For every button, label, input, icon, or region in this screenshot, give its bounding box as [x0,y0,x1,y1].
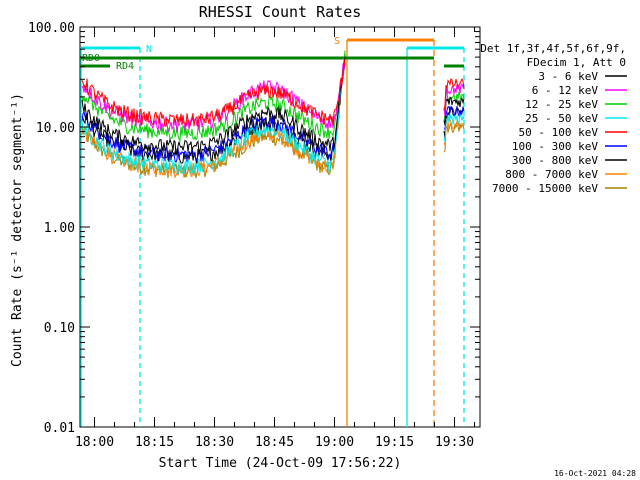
series-line-4-segment-2 [443,77,465,111]
annotation-label-s: S [334,36,340,47]
series-line-0-segment-1 [81,56,346,157]
legend-entry-label: 7000 - 15000 keV [492,182,598,195]
annotation-labels: N S RD0 RD4 [82,36,340,72]
series-line-3-segment-1 [81,52,346,176]
x-tick-label: 18:15 [135,435,174,450]
legend-header-line-1: Det 1f,3f,4f,5f,6f,9f, [480,42,626,55]
legend-entry-label: 300 - 800 keV [512,154,598,167]
y-tick-label: 0.01 [44,421,75,436]
x-tick-label: 18:45 [255,435,294,450]
series-line-1-segment-2 [443,83,465,117]
series-line-7-segment-2 [443,118,465,146]
x-tick-label: 19:15 [375,435,414,450]
series-line-2-segment-2 [443,90,465,122]
x-axis-label: Start Time (24-Oct-09 17:56:22) [159,456,402,471]
x-tick-label: 19:00 [315,435,354,450]
annotation-label-rd4: RD4 [116,61,134,72]
y-axis-label: Count Rate (s⁻¹ detector segment⁻¹) [10,93,25,367]
chart-title: RHESSI Count Rates [199,3,362,21]
y-tick-label: 1.00 [44,221,75,236]
annotation-lines [80,38,465,427]
legend-entry-label: 100 - 300 keV [512,140,598,153]
footer-timestamp: 16-Oct-2021 04:28 [554,469,636,478]
series-line-5-segment-2 [443,105,465,130]
legend-entry-label: 6 - 12 keV [532,84,599,97]
y-tick-label: 0.10 [44,321,75,336]
legend-entry-label: 800 - 7000 keV [505,168,598,181]
x-axis-ticks: 18:00 18:15 18:30 18:45 19:00 19:15 19:30 [75,27,476,450]
legend-header-line-2: FDecim 1, Att 0 [527,56,626,69]
annotation-label-n: N [146,44,152,55]
series-lines [81,50,465,179]
annotation-label-rd0: RD0 [82,53,100,64]
series-line-7-segment-1 [81,58,346,179]
series-line-3-segment-2 [443,112,465,143]
series-line-4-segment-1 [81,58,346,128]
y-axis-ticks: 0.01 0.10 1.00 10.00 100.00 [28,21,480,436]
legend-entry-label: 12 - 25 keV [525,98,598,111]
y-tick-label: 10.00 [36,121,75,136]
x-tick-label: 18:00 [75,435,114,450]
x-tick-label: 19:30 [435,435,474,450]
y-tick-label: 100.00 [28,21,75,36]
series-line-0-segment-2 [443,96,465,126]
legend: Det 1f,3f,4f,5f,6f,9f, FDecim 1, Att 0 3… [480,42,627,195]
legend-entry-label: 25 - 50 keV [525,112,598,125]
x-tick-label: 18:30 [195,435,234,450]
legend-entry-label: 3 - 6 keV [538,70,598,83]
series-line-2-segment-1 [81,50,346,143]
legend-entry-label: 50 - 100 keV [519,126,599,139]
series-line-5-segment-1 [81,61,346,164]
